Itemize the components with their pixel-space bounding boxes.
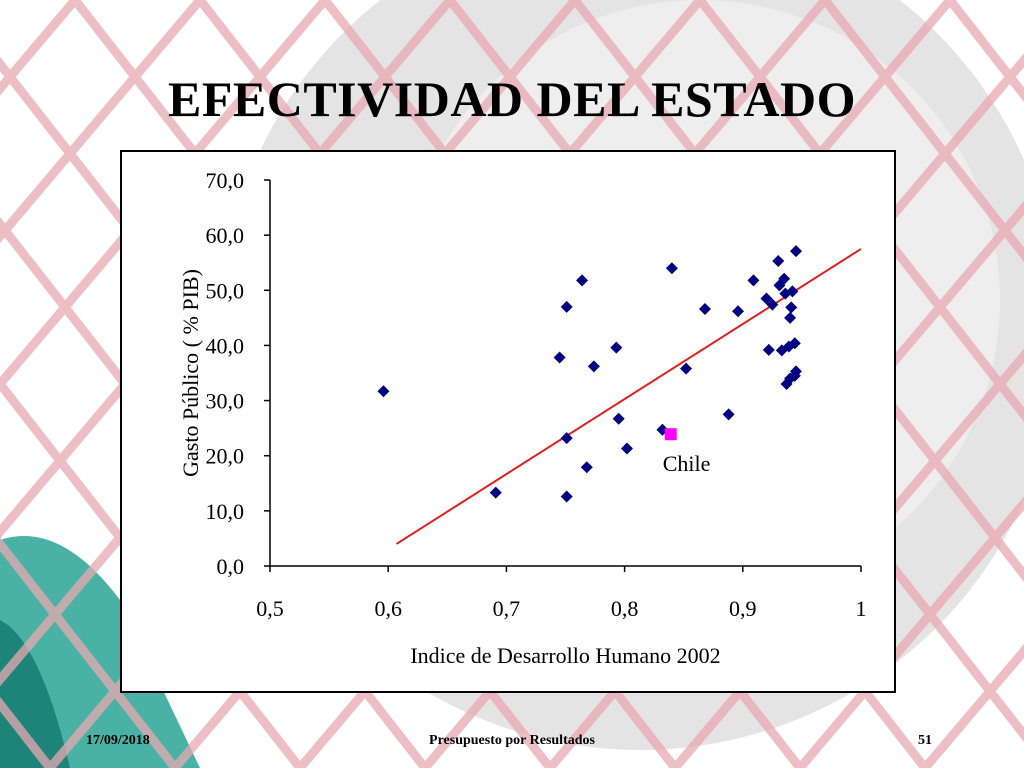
- data-point: [576, 274, 589, 287]
- data-point: [732, 305, 745, 318]
- x-tick-label: 0,9: [729, 596, 757, 621]
- data-point: [788, 337, 801, 350]
- data-point: [612, 412, 625, 425]
- trendline: [395, 248, 862, 545]
- data-point: [747, 274, 760, 287]
- data-point: [553, 351, 566, 364]
- footer-date: 17/09/2018: [86, 733, 150, 748]
- data-point: [587, 360, 600, 373]
- data-point: [789, 365, 802, 378]
- footer-center-text: Presupuesto por Resultados: [429, 733, 595, 748]
- data-point: [620, 442, 633, 455]
- bg-grid-line: [0, 536, 179, 768]
- data-point: [775, 344, 788, 357]
- highlight-point: [664, 428, 677, 441]
- bg-grid-line: [821, 0, 1024, 263]
- y-tick-label: 70,0: [206, 168, 245, 193]
- data-point: [560, 432, 573, 445]
- x-tick-label: 1: [856, 596, 867, 621]
- y-axis-title: Gasto Público ( % PIB): [178, 269, 203, 477]
- data-point: [698, 303, 711, 316]
- y-tick-label: 30,0: [206, 389, 245, 414]
- data-point: [722, 408, 735, 421]
- data-point: [784, 311, 797, 324]
- x-tick-label: 0,5: [256, 596, 284, 621]
- data-point: [762, 343, 775, 356]
- data-point: [665, 262, 678, 275]
- scatter-chart: 0,0 10,0 20,0 30,0 40,0 50,0 60,0 70,0 0,5 0,6 0,7…: [178, 168, 867, 668]
- bg-grid-line: [796, 496, 1024, 768]
- data-point: [786, 285, 799, 298]
- data-point: [560, 490, 573, 503]
- data-point: [377, 385, 390, 398]
- data-point: [680, 362, 693, 375]
- data-point: [789, 245, 802, 258]
- data-point: [610, 341, 623, 354]
- y-tick-label: 20,0: [206, 444, 245, 469]
- data-point: [778, 272, 791, 285]
- y-tick-label: 0,0: [217, 554, 245, 579]
- y-tick-label: 50,0: [206, 278, 245, 303]
- x-axis-title: Indice de Desarrollo Humano 2002: [410, 643, 720, 668]
- data-point: [560, 300, 573, 313]
- highlight-label: Chile: [663, 451, 711, 476]
- x-tick-label: 0,8: [611, 596, 639, 621]
- chart-frame: 0,0 10,0 20,0 30,0 40,0 50,0 60,0 70,0 0,5 0,6 0,7…: [120, 150, 896, 693]
- y-tick-label: 60,0: [206, 223, 245, 248]
- slide-title: EFECTIVIDAD DEL ESTADO: [167, 71, 856, 127]
- data-point: [489, 486, 502, 499]
- bg-grid-line: [0, 0, 329, 391]
- data-point: [766, 298, 779, 311]
- data-point: [580, 461, 593, 474]
- bg-grid-line: [0, 0, 204, 244]
- y-tick-label: 10,0: [206, 499, 245, 524]
- page-number: 51: [918, 733, 932, 748]
- x-tick-label: 0,6: [374, 596, 402, 621]
- data-point: [772, 255, 785, 268]
- data-point: [785, 301, 798, 314]
- x-tick-label: 0,7: [493, 596, 521, 621]
- y-tick-label: 40,0: [206, 333, 245, 358]
